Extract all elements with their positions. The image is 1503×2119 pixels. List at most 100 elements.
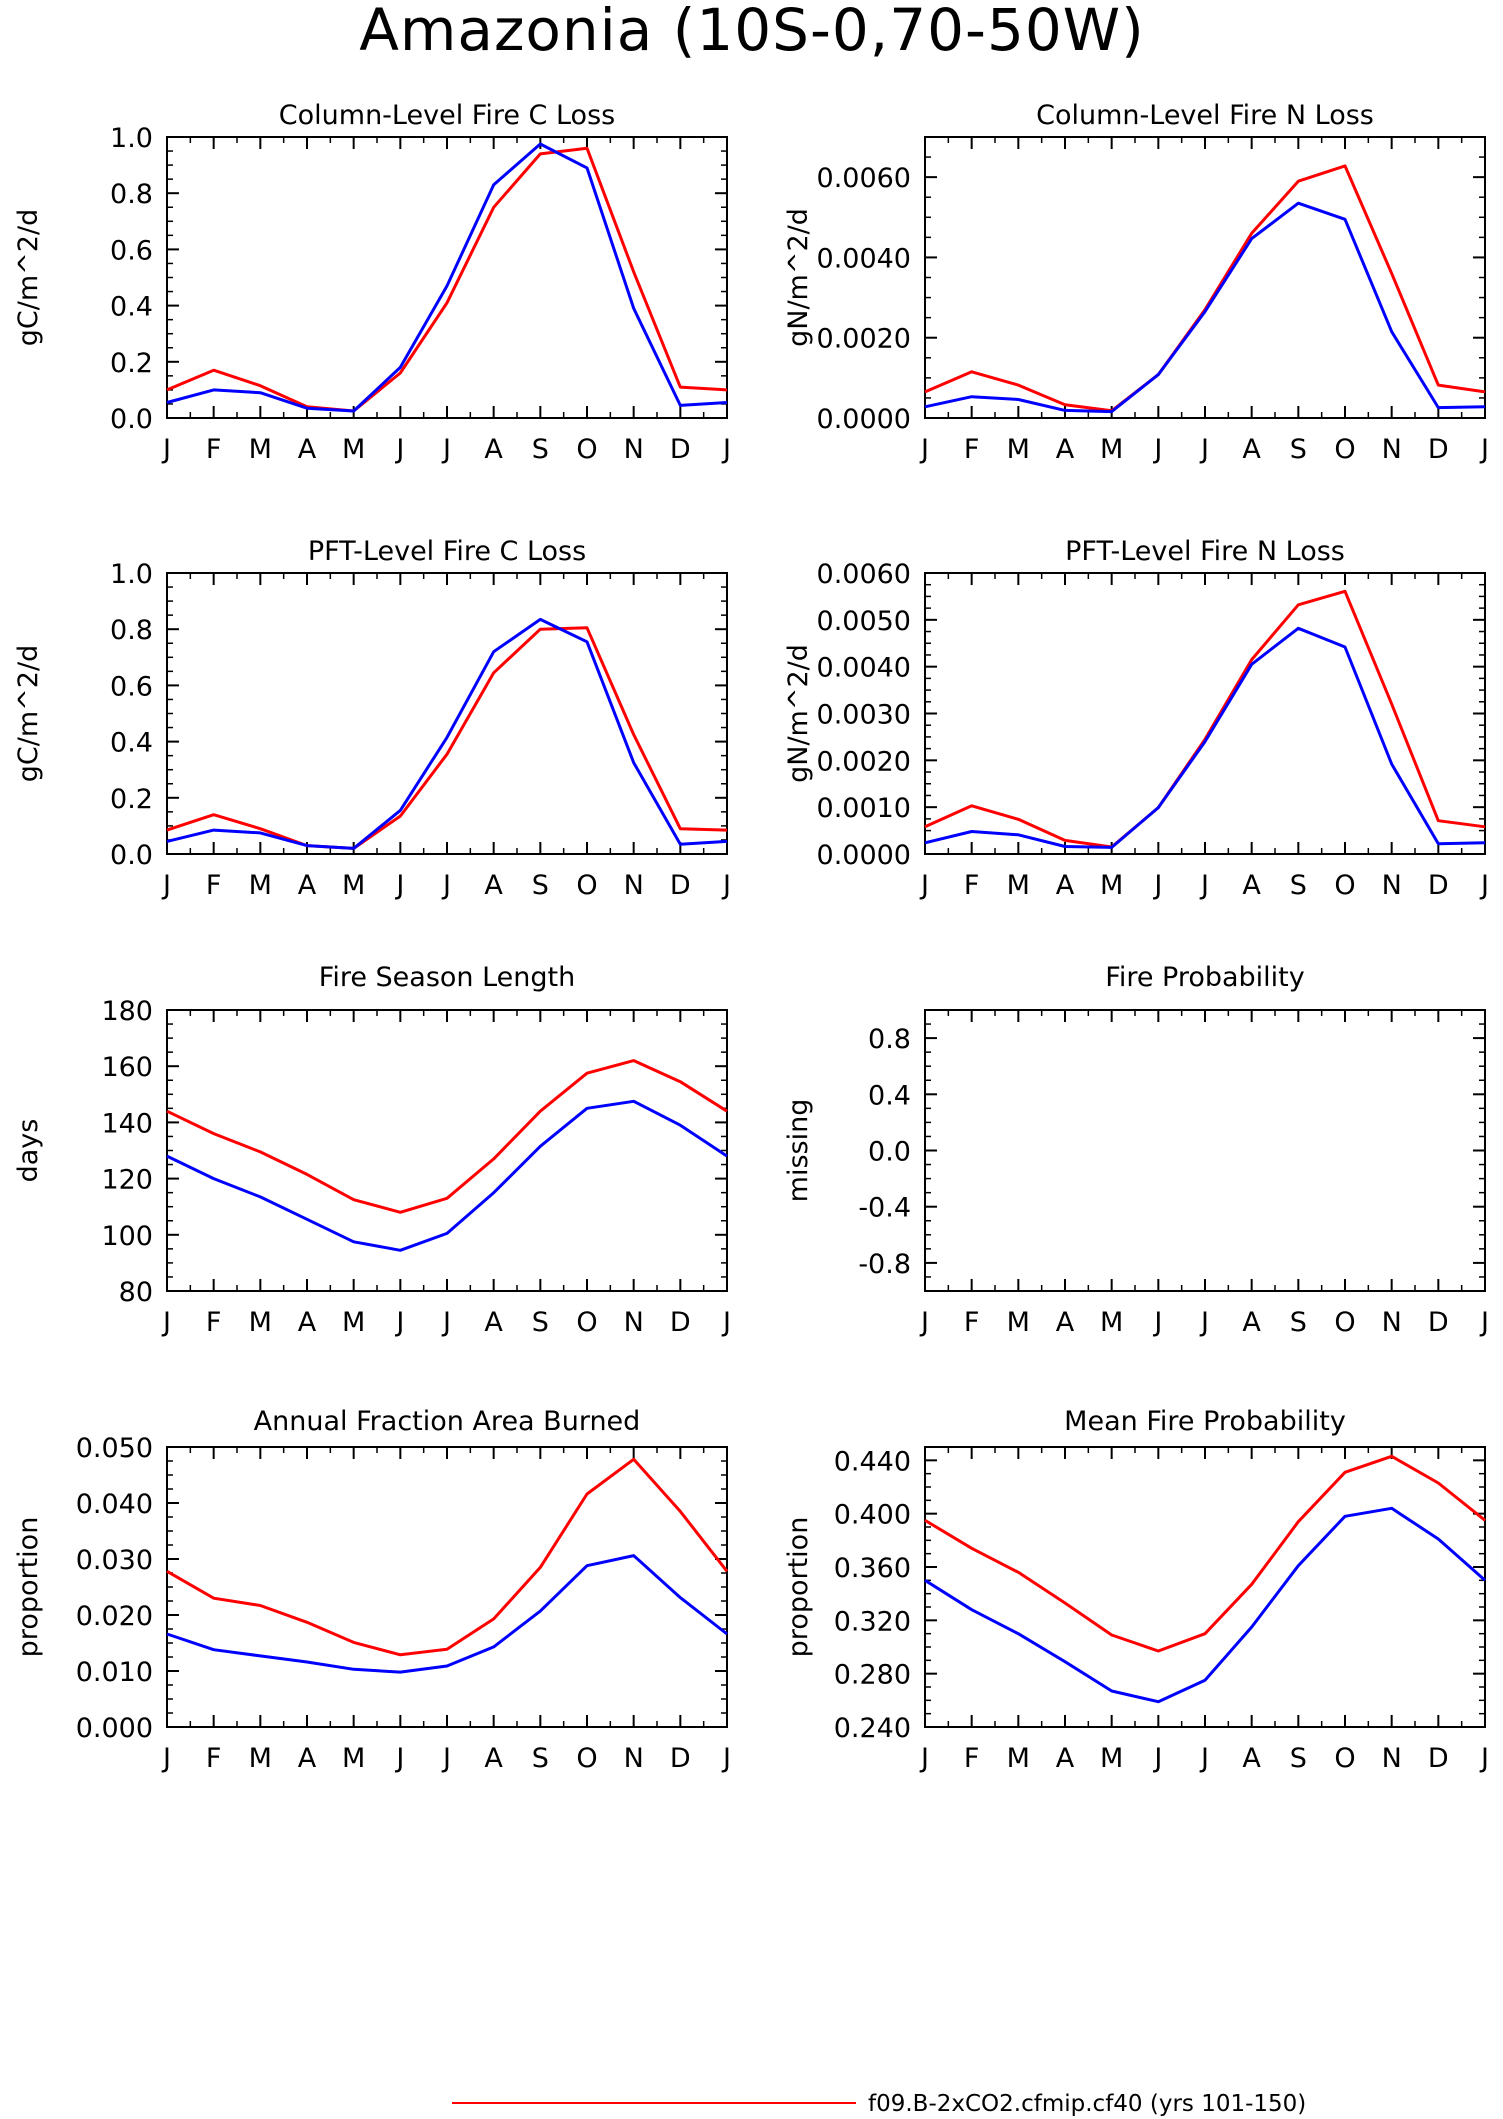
series-line-blue (924, 201, 1486, 414)
y-tick-label: 0.0040 (817, 653, 911, 684)
x-tick-label: F (206, 1307, 222, 1338)
y-tick-label: 180 (101, 996, 153, 1027)
x-tick-label: S (532, 1307, 549, 1338)
x-tick-label: N (624, 870, 644, 901)
x-tick-label: M (249, 1743, 272, 1774)
y-tick-label: 0.010 (76, 1657, 153, 1688)
x-tick-label: F (964, 1307, 980, 1338)
y-tick-label: 0.360 (834, 1553, 911, 1584)
x-tick-label: M (1007, 434, 1030, 465)
y-axis-label: gC/m^2/d (13, 209, 44, 346)
x-tick-label: S (1290, 1743, 1307, 1774)
y-tick-label: 0.2 (110, 348, 153, 379)
y-tick-label: 0.6 (110, 235, 153, 266)
x-tick-label: D (1428, 1307, 1449, 1338)
x-tick-label: D (670, 434, 691, 465)
y-tick-label: 0.8 (110, 615, 153, 646)
y-axis-label: proportion (13, 1517, 44, 1658)
series-line-blue (166, 617, 728, 850)
x-tick-label: J (161, 1307, 171, 1338)
x-tick-label: J (161, 434, 171, 465)
x-tick-label: J (441, 434, 451, 465)
x-tick-label: D (670, 1307, 691, 1338)
panel-title: Column-Level Fire C Loss (279, 100, 615, 131)
series-line-red (924, 164, 1486, 413)
panel-title: PFT-Level Fire C Loss (308, 536, 586, 567)
y-axis-label: days (13, 1119, 44, 1183)
x-tick-label: A (1242, 1743, 1261, 1774)
y-tick-label: -0.4 (858, 1193, 911, 1224)
x-tick-label: F (964, 434, 980, 465)
x-tick-label: S (532, 870, 549, 901)
y-tick-label: 0.0040 (817, 243, 911, 274)
panel-title: Annual Fraction Area Burned (254, 1406, 641, 1437)
x-tick-label: A (298, 434, 317, 465)
x-tick-label: M (342, 434, 365, 465)
y-tick-label: 0.000 (76, 1713, 153, 1744)
series-line-red (924, 589, 1486, 849)
plot-frame (166, 572, 728, 855)
x-tick-label: J (1152, 870, 1162, 901)
x-tick-label: J (394, 1743, 404, 1774)
x-tick-label: M (1100, 434, 1123, 465)
y-axis-label: gC/m^2/d (13, 645, 44, 782)
series-line-blue (924, 1506, 1486, 1704)
y-tick-label: 0.8 (110, 179, 153, 210)
y-tick-label: 0.050 (76, 1433, 153, 1464)
series-line-red (166, 1059, 728, 1214)
x-tick-label: M (342, 1743, 365, 1774)
x-tick-label: J (441, 870, 451, 901)
y-tick-label: 0.0060 (817, 163, 911, 194)
x-tick-label: N (1382, 434, 1402, 465)
y-axis-label: proportion (783, 1517, 814, 1658)
x-tick-label: A (1242, 434, 1261, 465)
y-tick-label: 0.4 (868, 1080, 911, 1111)
x-tick-label: J (1199, 434, 1209, 465)
x-tick-label: N (624, 434, 644, 465)
y-tick-label: 1.0 (110, 123, 153, 154)
x-tick-label: J (394, 870, 404, 901)
y-tick-label: 0.0050 (817, 606, 911, 637)
x-tick-label: J (1199, 1307, 1209, 1338)
x-tick-label: S (532, 1743, 549, 1774)
y-tick-label: 80 (119, 1277, 153, 1308)
x-tick-label: A (484, 434, 503, 465)
plot-frame (924, 136, 1486, 419)
x-tick-label: O (576, 1743, 597, 1774)
x-tick-label: A (298, 1307, 317, 1338)
y-tick-label: 0.0010 (817, 793, 911, 824)
x-tick-label: J (919, 870, 929, 901)
x-tick-label: M (1100, 1307, 1123, 1338)
y-tick-label: 0.2 (110, 784, 153, 815)
x-tick-label: O (576, 870, 597, 901)
x-tick-label: D (1428, 434, 1449, 465)
x-tick-label: J (1479, 1307, 1489, 1338)
series-line-red (166, 1457, 729, 1657)
y-tick-label: 1.0 (110, 559, 153, 590)
x-tick-label: J (721, 870, 731, 901)
x-tick-label: N (1382, 1743, 1402, 1774)
y-tick-label: 0.0 (110, 404, 153, 435)
x-tick-label: O (576, 1307, 597, 1338)
y-tick-label: 0.040 (76, 1489, 153, 1520)
x-tick-label: M (342, 1307, 365, 1338)
x-tick-label: J (1479, 1743, 1489, 1774)
x-tick-label: S (1290, 870, 1307, 901)
y-tick-label: 0.0020 (817, 324, 911, 355)
y-tick-label: 0.4 (110, 292, 153, 323)
y-tick-label: 160 (101, 1052, 153, 1083)
x-tick-label: A (1056, 1743, 1075, 1774)
plot-frame (924, 572, 1486, 855)
series-line-blue (166, 1554, 728, 1674)
y-tick-label: 0.0 (868, 1137, 911, 1168)
panel-title: Fire Season Length (319, 962, 575, 993)
y-tick-label: 0.0000 (817, 404, 911, 435)
